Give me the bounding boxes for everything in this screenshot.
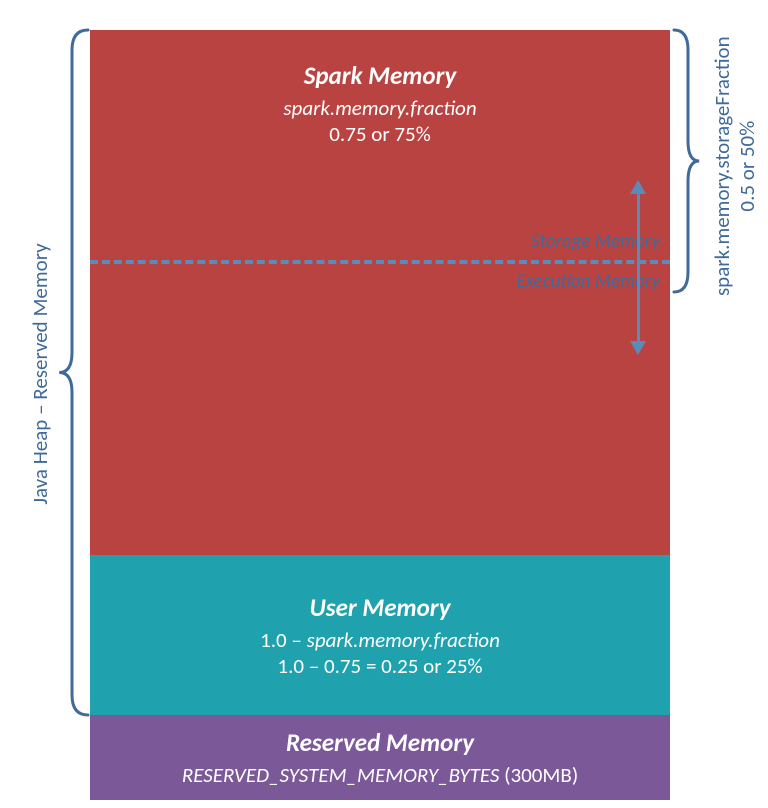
storage-memory-label: Storage Memory: [531, 230, 660, 253]
storage-fraction-line1: spark.memory.storageFraction: [709, 36, 735, 296]
right-brace-icon: [0, 0, 768, 808]
storage-fraction-line2: 0.5 or 50%: [734, 121, 760, 212]
storage-fraction-label: spark.memory.storageFraction 0.5 or 50%: [710, 16, 760, 316]
memory-split-arrow-icon: [637, 190, 640, 345]
storage-execution-divider: [90, 260, 670, 264]
